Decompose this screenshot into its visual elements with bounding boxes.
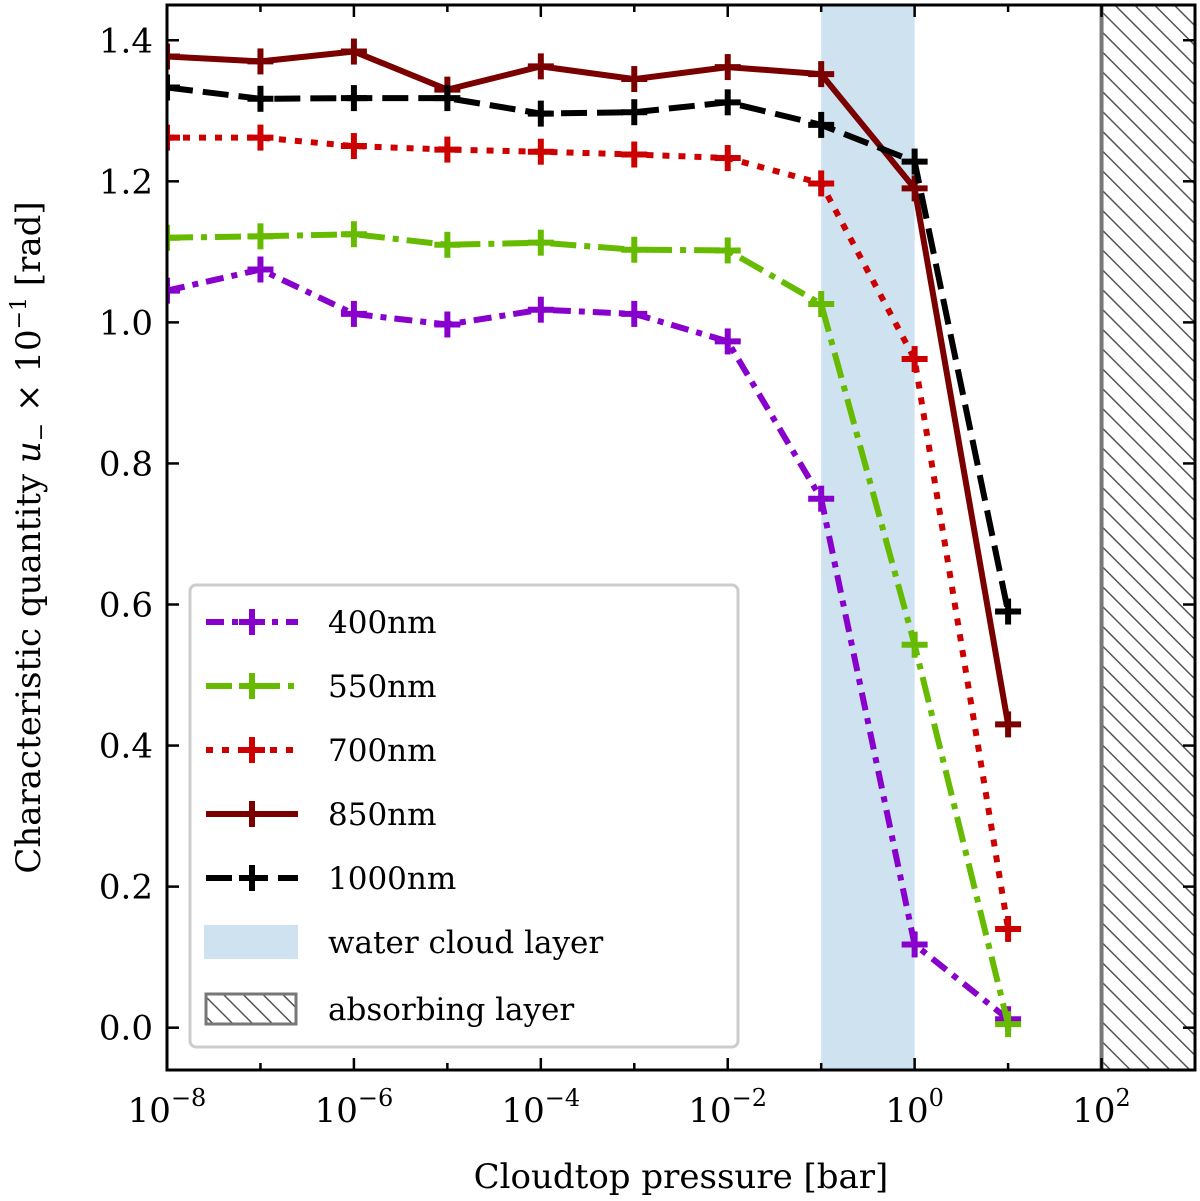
legend-label-700nm: 700nm (328, 733, 437, 769)
data-point-1000nm-4 (527, 100, 554, 127)
legend-label-1000nm: 1000nm (328, 861, 456, 897)
series-line-850nm (167, 48, 1012, 725)
data-point-850nm-7 (808, 61, 835, 88)
legend-marker-400nm (239, 609, 265, 635)
data-point-1000nm-3 (434, 85, 461, 112)
data-point-1000nm-9 (995, 598, 1022, 625)
y-axis-label-sub: − (29, 423, 54, 441)
data-point-850nm-0 (167, 43, 180, 70)
legend-marker-700nm (239, 737, 265, 763)
y-axis-label-suffix: [rad] (9, 201, 49, 297)
y-axis-label-prefix: Characteristic quantity (9, 463, 49, 874)
data-point-700nm-8 (901, 346, 928, 373)
data-point-400nm-1 (247, 256, 274, 283)
data-point-400nm-5 (621, 300, 648, 327)
data-point-1000nm-2 (340, 85, 367, 112)
data-point-850nm-9 (995, 711, 1022, 738)
x-tick-label: 10−8 (128, 1084, 207, 1131)
data-point-550nm-4 (527, 229, 554, 256)
legend: 400nm 550nm 700nm 850nm 1000nm water cloud la… (188, 583, 740, 1049)
y-tick-label: 0.8 (99, 444, 153, 484)
legend-swatch-water-cloud (204, 925, 298, 959)
data-point-700nm-0 (167, 124, 180, 151)
y-tick-label: 1.4 (99, 21, 153, 61)
data-point-550nm-7 (808, 291, 835, 318)
legend-box (188, 583, 740, 1049)
data-point-550nm-5 (621, 236, 648, 263)
data-point-400nm-6 (714, 328, 741, 355)
data-point-850nm-6 (714, 54, 741, 81)
x-tick-label: 102 (1072, 1084, 1131, 1131)
data-point-400nm-4 (527, 296, 554, 323)
data-point-700nm-9 (995, 915, 1022, 942)
plot-frame (165, 3, 1197, 1072)
series-line-700nm (167, 134, 1012, 930)
data-point-700nm-1 (247, 124, 274, 151)
axes-layer: 0.0 0.2 0.4 0.6 0.8 1.0 1.2 1.4 10−8 10−6 10−4 10−2… (99, 3, 1197, 1131)
y-tick-label: 0.4 (99, 727, 153, 767)
x-tick-label: 100 (885, 1084, 944, 1131)
data-point-850nm-8 (901, 175, 928, 202)
data-point-1000nm-6 (714, 89, 741, 116)
absorbing-layer-band (1101, 5, 1195, 1070)
legend-swatch-absorbing (204, 992, 298, 1026)
legend-label-400nm: 400nm (328, 605, 437, 641)
series-line-400nm (167, 266, 1010, 1022)
y-tick-label: 1.0 (99, 303, 153, 343)
legend-label-850nm: 850nm (328, 797, 437, 833)
data-point-400nm-2 (340, 300, 367, 327)
y-axis-label-mid: × 10 (9, 329, 49, 422)
data-point-1000nm-8 (901, 148, 928, 175)
data-point-550nm-6 (714, 237, 741, 264)
data-point-550nm-2 (340, 221, 367, 248)
series-line-1000nm (167, 84, 1012, 613)
water-cloud-band (821, 5, 915, 1070)
data-point-550nm-1 (247, 223, 274, 250)
y-axis-label-var: u (9, 441, 49, 463)
data-point-1000nm-0 (167, 74, 180, 101)
background-layer (821, 5, 1195, 1070)
data-point-700nm-6 (714, 145, 741, 172)
legend-marker-550nm (239, 673, 265, 699)
data-point-400nm-8 (901, 931, 928, 958)
data-point-400nm-3 (434, 311, 461, 338)
data-point-400nm-7 (808, 485, 835, 512)
y-tick-label: 1.2 (99, 162, 153, 202)
x-tick-label: 10−2 (688, 1084, 767, 1131)
data-point-550nm-3 (434, 231, 461, 258)
data-point-850nm-2 (340, 38, 367, 65)
y-tick-label: 0.6 (99, 586, 153, 626)
data-point-1000nm-5 (621, 99, 648, 126)
data-point-700nm-3 (434, 136, 461, 163)
y-axis-label: Characteristic quantity u− × 10−1 [rad] (7, 201, 54, 873)
series-line-550nm (167, 231, 1012, 1025)
y-tick-label: 0.2 (99, 868, 153, 908)
legend-label-absorbing: absorbing layer (328, 992, 574, 1028)
data-point-1000nm-1 (247, 85, 274, 112)
data-point-700nm-5 (621, 141, 648, 168)
legend-label-water-cloud: water cloud layer (328, 925, 603, 961)
series-layer (167, 38, 1022, 1038)
data-point-1000nm-7 (808, 111, 835, 138)
x-axis-label: Cloudtop pressure [bar] (474, 1157, 889, 1197)
y-tick-label: 0.0 (99, 1009, 153, 1049)
legend-marker-1000nm (239, 865, 265, 891)
data-point-550nm-8 (901, 631, 928, 658)
data-point-400nm-0 (167, 277, 180, 304)
x-tick-label: 10−6 (315, 1084, 394, 1131)
data-point-550nm-9 (995, 1011, 1022, 1038)
data-point-850nm-4 (527, 53, 554, 80)
data-point-700nm-7 (808, 170, 835, 197)
legend-label-550nm: 550nm (328, 669, 437, 705)
data-point-700nm-2 (340, 133, 367, 160)
legend-marker-850nm (239, 801, 265, 827)
data-point-550nm-0 (167, 224, 180, 251)
x-tick-label: 10−4 (501, 1084, 580, 1131)
data-point-850nm-1 (247, 48, 274, 75)
data-point-850nm-5 (621, 66, 648, 93)
data-point-700nm-4 (527, 138, 554, 165)
y-axis-label-exp: −1 (7, 297, 32, 329)
